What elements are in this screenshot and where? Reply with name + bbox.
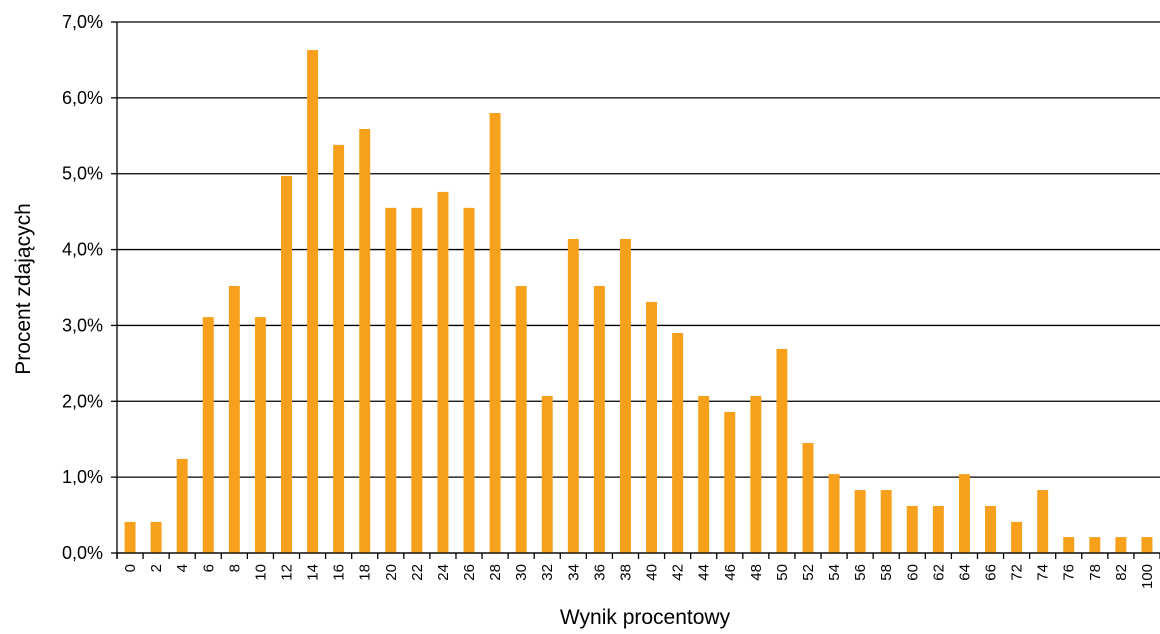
bar (281, 175, 292, 554)
bar (567, 238, 579, 554)
bar (176, 458, 188, 553)
x-tick-label: 66 (983, 564, 1000, 581)
x-tick-label: 38 (617, 564, 634, 581)
x-tick-label: 64 (956, 564, 973, 581)
bar (646, 301, 658, 553)
x-tick-label: 54 (826, 564, 843, 581)
bar (906, 505, 918, 553)
bar (802, 443, 814, 553)
x-tick-label: 76 (1061, 564, 1078, 581)
bar (307, 50, 319, 554)
x-tick-label: 78 (1087, 564, 1104, 581)
bar (333, 144, 345, 554)
x-tick-label: 44 (696, 564, 713, 581)
bar (1063, 537, 1075, 553)
y-tick-label: 5,0% (62, 164, 103, 184)
x-tick-label: 22 (409, 564, 426, 581)
x-tick-label: 2 (148, 564, 165, 572)
bar (541, 395, 553, 553)
bar (672, 333, 684, 553)
y-tick-label: 1,0% (62, 467, 103, 487)
bar (750, 395, 762, 553)
bar (463, 207, 475, 553)
bar (619, 238, 631, 554)
x-tick-label: 36 (591, 564, 608, 581)
x-tick-label: 40 (644, 564, 661, 581)
x-tick-label: 74 (1035, 564, 1052, 581)
x-tick-label: 16 (331, 564, 348, 581)
y-tick-label: 6,0% (62, 88, 103, 108)
bar (985, 505, 996, 553)
y-tick-label: 7,0% (62, 12, 103, 32)
bar (932, 505, 944, 553)
x-tick-labels: 0 2 4 6 8 10 12 14 16 18 20 22 24 26 28 30 32 34 36 38 40 42 4… (122, 564, 1156, 589)
bar (1141, 537, 1153, 553)
x-tick-label: 58 (878, 564, 895, 581)
x-tick-label: 60 (904, 564, 921, 581)
x-tick-label: 6 (200, 564, 217, 572)
bar (724, 411, 736, 553)
gridlines (117, 21, 1160, 554)
x-tick-label: 48 (748, 564, 765, 581)
x-tick-label: 32 (539, 564, 556, 581)
x-tick-label: 10 (252, 564, 269, 581)
axes (111, 21, 1160, 559)
bar (698, 395, 710, 553)
x-tick-label: 100 (1139, 564, 1156, 589)
y-tick-label: 3,0% (62, 315, 103, 335)
bars (124, 50, 1153, 554)
bar (880, 490, 892, 553)
bar (489, 113, 501, 554)
bar (254, 317, 266, 553)
x-tick-label: 72 (1009, 564, 1026, 581)
x-tick-label: 30 (513, 564, 530, 581)
bar (828, 474, 840, 553)
x-tick-label: 12 (278, 564, 295, 581)
bar (124, 521, 136, 553)
bar (854, 490, 866, 553)
y-tick-label: 2,0% (62, 391, 103, 411)
x-tick-label: 82 (1113, 564, 1130, 581)
y-tick-label: 4,0% (62, 240, 103, 260)
x-axis-title: Wynik procentowy (560, 606, 731, 629)
x-tick-label: 50 (774, 564, 791, 581)
y-tick-label: 0,0% (62, 543, 103, 563)
bar (1115, 537, 1127, 553)
x-tick-label: 56 (852, 564, 869, 581)
x-tick-label: 52 (800, 564, 817, 581)
bar (228, 285, 240, 553)
y-axis-title: Procent zdających (12, 203, 35, 375)
x-tick-label: 42 (670, 564, 687, 581)
x-tick-label: 28 (487, 564, 504, 581)
bar (1037, 490, 1049, 553)
bar (1011, 521, 1023, 553)
bar (437, 191, 449, 554)
x-tick-label: 26 (461, 564, 478, 581)
bar (515, 285, 527, 553)
x-tick-label: 0 (122, 564, 139, 572)
x-tick-label: 8 (226, 564, 243, 572)
x-tick-label: 62 (930, 564, 947, 581)
x-tick-label: 24 (435, 564, 452, 581)
bar (1089, 537, 1101, 553)
y-tick-labels: 0,0% 1,0% 2,0% 3,0% 4,0% 5,0% 6,0% 7,0% (62, 12, 103, 563)
bar (359, 128, 371, 554)
bar (958, 474, 970, 553)
bar (150, 521, 162, 553)
x-tick-label: 20 (383, 564, 400, 581)
bar (776, 348, 788, 553)
bar (385, 207, 397, 553)
bar (411, 207, 423, 553)
bar (593, 285, 605, 553)
bar (202, 317, 214, 553)
x-tick-label: 18 (357, 564, 374, 581)
x-tick-label: 4 (174, 564, 191, 572)
x-tick-label: 14 (305, 564, 322, 581)
x-tick-label: 34 (565, 564, 582, 581)
x-tick-label: 46 (722, 564, 739, 581)
